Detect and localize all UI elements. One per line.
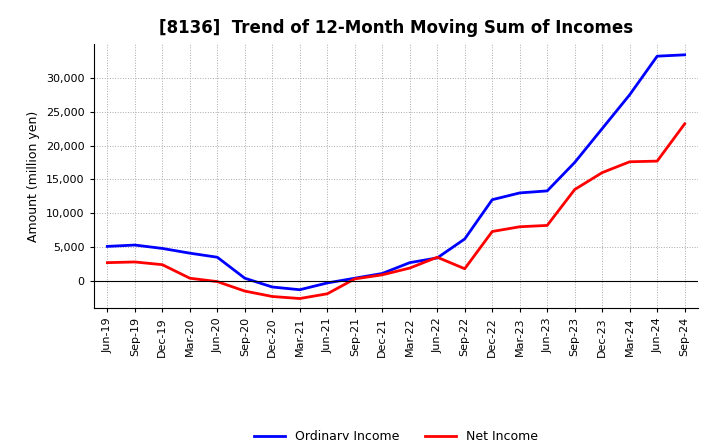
Ordinary Income (653, 54, 662, 59)
Ordinary Income (103, 244, 112, 249)
Net Income (433, 255, 441, 260)
Net Income (488, 229, 497, 234)
Title: [8136]  Trend of 12-Month Moving Sum of Incomes: [8136] Trend of 12-Month Moving Sum of I… (159, 19, 633, 37)
Line: Net Income: Net Income (107, 124, 685, 298)
Net Income (268, 294, 276, 299)
Legend: Ordinary Income, Net Income: Ordinary Income, Net Income (249, 425, 543, 440)
Net Income (570, 187, 579, 192)
Net Income (378, 272, 387, 278)
Net Income (543, 223, 552, 228)
Ordinary Income (405, 260, 414, 265)
Line: Ordinary Income: Ordinary Income (107, 55, 685, 290)
Net Income (295, 296, 304, 301)
Net Income (598, 170, 606, 175)
Net Income (130, 259, 139, 264)
Net Income (213, 279, 222, 284)
Ordinary Income (626, 92, 634, 97)
Ordinary Income (295, 287, 304, 292)
Ordinary Income (598, 126, 606, 131)
Ordinary Income (240, 275, 249, 281)
Ordinary Income (323, 280, 332, 286)
Net Income (626, 159, 634, 165)
Net Income (653, 158, 662, 164)
Net Income (405, 265, 414, 271)
Ordinary Income (351, 275, 359, 281)
Ordinary Income (186, 250, 194, 256)
Net Income (516, 224, 524, 229)
Ordinary Income (158, 246, 166, 251)
Net Income (240, 289, 249, 294)
Ordinary Income (570, 160, 579, 165)
Net Income (460, 266, 469, 271)
Ordinary Income (680, 52, 689, 58)
Ordinary Income (488, 197, 497, 202)
Ordinary Income (378, 271, 387, 276)
Ordinary Income (213, 255, 222, 260)
Net Income (351, 276, 359, 282)
Ordinary Income (130, 242, 139, 248)
Net Income (323, 291, 332, 297)
Ordinary Income (268, 284, 276, 290)
Ordinary Income (516, 190, 524, 195)
Ordinary Income (460, 236, 469, 242)
Y-axis label: Amount (million yen): Amount (million yen) (27, 110, 40, 242)
Net Income (103, 260, 112, 265)
Net Income (186, 275, 194, 281)
Ordinary Income (543, 188, 552, 194)
Net Income (680, 121, 689, 127)
Net Income (158, 262, 166, 268)
Ordinary Income (433, 255, 441, 260)
